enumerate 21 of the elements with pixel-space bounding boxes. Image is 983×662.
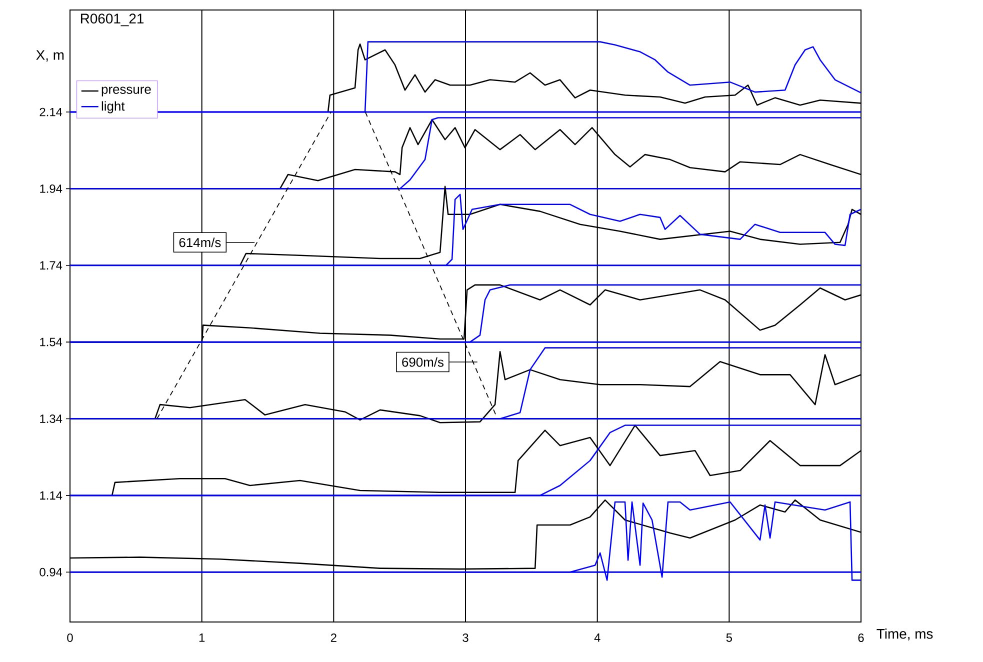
legend-label: pressure (102, 86, 151, 96)
y-tick-label: 1.94 (40, 184, 62, 193)
annotation: 690m/s (402, 357, 444, 367)
chart-title: R0601_21 (80, 14, 144, 26)
x-tick-label: 0 (67, 634, 73, 642)
x-tick-label: 2 (330, 634, 336, 642)
y-tick-label: 1.34 (40, 414, 62, 423)
x-tick-label: 3 (462, 634, 468, 642)
x-tick-label: 6 (858, 634, 864, 642)
y-tick-label: 1.74 (40, 261, 62, 270)
annotation: 614m/s (179, 238, 221, 248)
y-axis-title: X, m (36, 50, 64, 62)
x-tick-label: 4 (594, 634, 600, 642)
y-tick-label: 1.14 (40, 491, 62, 500)
x-axis-title: Time, ms (876, 628, 933, 640)
legend-label: light (102, 101, 125, 114)
x-tick-label: 5 (726, 634, 732, 642)
y-tick-label: 2.14 (40, 108, 62, 116)
y-tick-label: 0.94 (40, 568, 62, 576)
x-tick-label: 1 (199, 634, 205, 642)
y-tick-label: 1.54 (40, 338, 62, 346)
